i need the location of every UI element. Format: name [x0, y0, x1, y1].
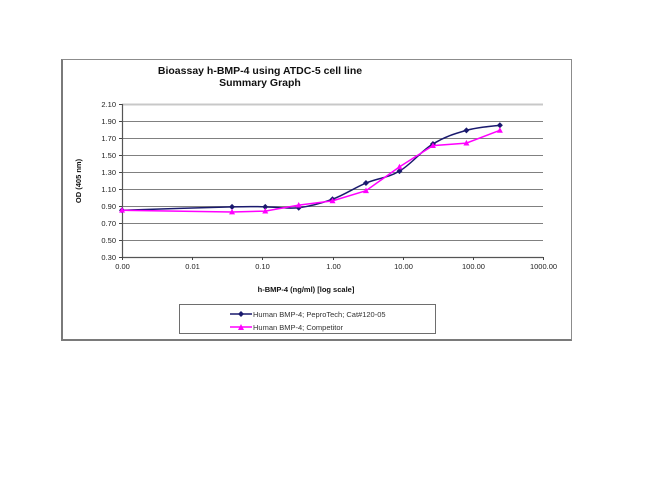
y-tick-label: 0.30: [101, 253, 116, 262]
chart-frame: [61, 59, 572, 341]
triangle-marker-icon: [230, 324, 252, 330]
x-tick-label: 1000.00: [530, 262, 557, 271]
gridlines: [122, 103, 543, 241]
series-peprotech: [119, 122, 503, 214]
y-axis-label: OD (405 nm): [74, 158, 83, 203]
chart-title-line: Bioassay h-BMP-4 using ATDC-5 cell line: [157, 65, 363, 77]
y-tick-label: 1.30: [101, 168, 116, 177]
x-axis-ticks: 0.00 0.01 0.10 1.00 10.00 100.00 1000.00: [115, 257, 557, 271]
x-tick-label: 0.01: [185, 262, 200, 271]
data-point: [496, 122, 503, 129]
y-tick-label: 1.70: [101, 134, 116, 143]
y-tick-label: 2.10: [101, 100, 116, 109]
series-competitor: [119, 127, 503, 215]
data-point: [329, 197, 336, 204]
data-point: [229, 208, 236, 215]
x-axis-label: h-BMP-4 (ng/ml) [log scale]: [258, 285, 355, 294]
x-tick-label: 1.00: [326, 262, 341, 271]
y-tick-label: 1.50: [101, 151, 116, 160]
data-point: [463, 139, 470, 146]
data-series: [119, 122, 503, 215]
data-point: [496, 127, 503, 133]
legend-item-peprotech: Human BMP-4; PeproTech; Cat#120-05: [230, 308, 386, 320]
data-point: [295, 201, 302, 208]
chart-title: Bioassay h-BMP-4 using ATDC-5 cell line …: [130, 65, 390, 89]
data-point: [229, 203, 236, 210]
data-point: [463, 127, 470, 134]
data-point: [262, 207, 269, 214]
data-point: [429, 142, 436, 149]
y-tick-label: 1.90: [101, 117, 116, 126]
x-tick-label: 10.00: [394, 262, 413, 271]
data-point: [396, 168, 403, 175]
data-point: [396, 163, 403, 170]
y-tick-label: 1.10: [101, 185, 116, 194]
x-tick-label: 0.10: [255, 262, 270, 271]
x-tick-label: 0.00: [115, 262, 130, 271]
y-tick-label: 0.70: [101, 219, 116, 228]
diamond-marker-icon: [230, 311, 252, 317]
y-tick-label: 0.90: [101, 202, 116, 211]
y-axis-ticks: 0.30 0.50 0.70 0.90 1.10 1.30 1.50 1.70 1.90 2.10: [101, 100, 122, 262]
data-point: [262, 203, 269, 210]
legend-item-competitor: Human BMP-4; Competitor: [230, 321, 343, 333]
legend-label: Human BMP-4; Competitor: [253, 322, 344, 332]
x-tick-label: 100.00: [462, 262, 485, 271]
legend: Human BMP-4; PeproTech; Cat#120-05 Human…: [179, 304, 436, 334]
data-point: [119, 207, 125, 213]
data-point: [362, 180, 369, 187]
legend-label: Human BMP-4; PeproTech; Cat#120-05: [253, 309, 386, 319]
chart-subtitle: Summary Graph: [219, 77, 301, 89]
data-point: [362, 187, 369, 194]
y-tick-label: 0.50: [101, 236, 116, 245]
